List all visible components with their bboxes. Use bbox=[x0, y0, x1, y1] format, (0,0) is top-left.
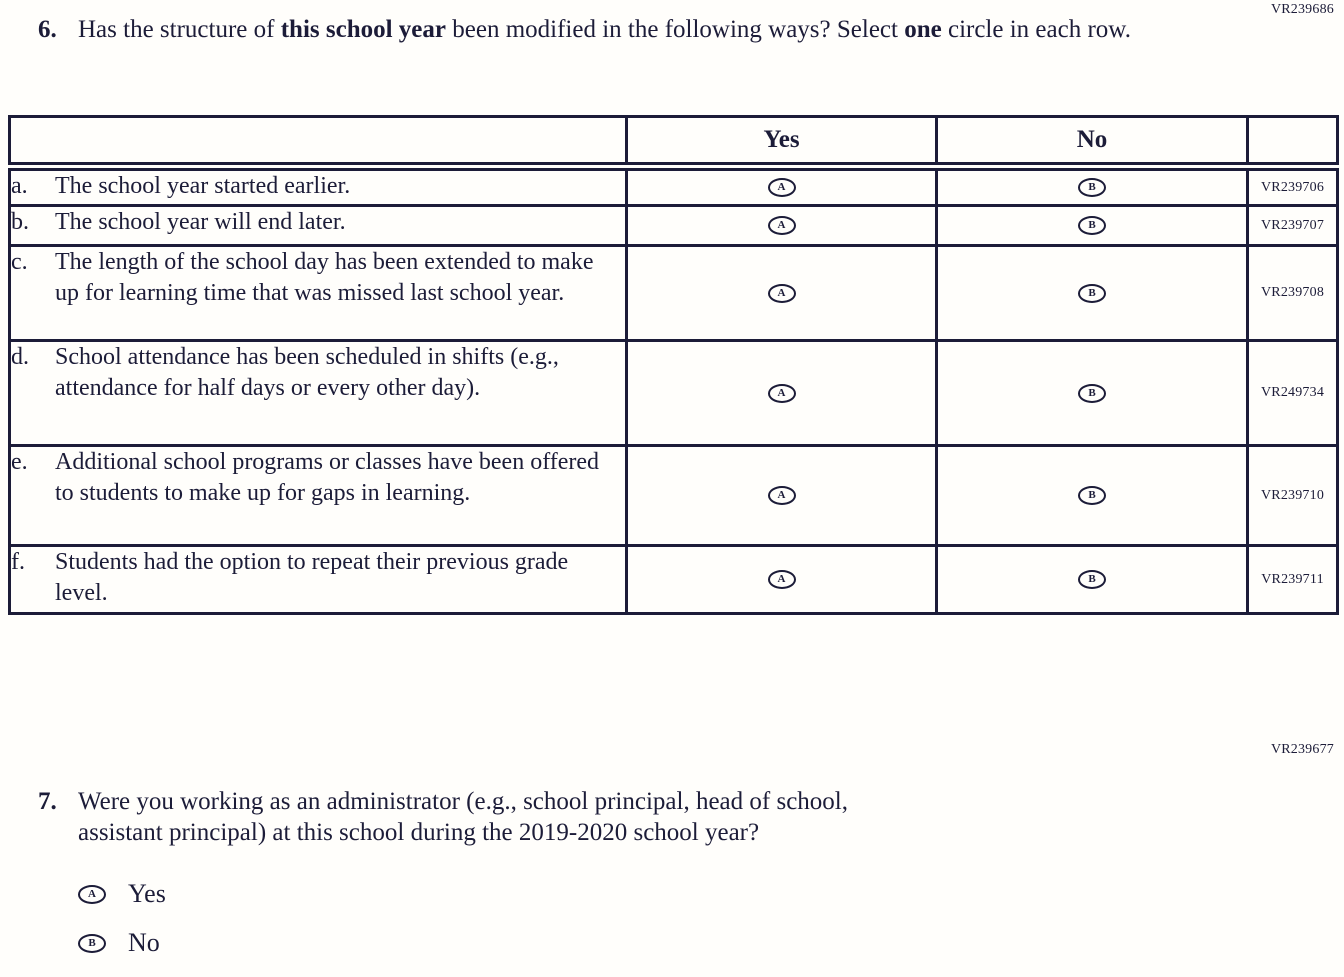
no-option-bubble[interactable]: B bbox=[1078, 283, 1106, 303]
no-option-cell: B bbox=[935, 339, 1249, 447]
question-6-text: Has the structure of this school year be… bbox=[78, 14, 1198, 45]
yes-option-bubble[interactable]: A bbox=[767, 570, 796, 589]
row-statement-text: The length of the school day has been ex… bbox=[55, 249, 594, 306]
yes-option-cell: A bbox=[625, 204, 938, 247]
no-option-bubble[interactable]: B bbox=[1078, 486, 1106, 505]
row-statement-cell: e. Additional school programs or classes … bbox=[8, 444, 628, 547]
yes-option-cell: A bbox=[625, 544, 938, 615]
row-statement-text: The school year will end later. bbox=[55, 209, 346, 235]
row-statement-text: Students had the option to repeat their … bbox=[55, 549, 569, 606]
row-letter: a. bbox=[11, 173, 28, 199]
q7-variable-code: VR239677 bbox=[1270, 742, 1334, 757]
row-statement-cell: f. Students had the option to repeat thei… bbox=[8, 544, 628, 615]
yes-option-bubble[interactable]: A bbox=[767, 178, 796, 197]
modification-table: Yes No a. The school year started earlier… bbox=[8, 115, 1339, 615]
yes-option-bubble[interactable]: A bbox=[767, 383, 796, 403]
statement-column-header bbox=[8, 115, 628, 171]
no-option-cell: B bbox=[935, 204, 1249, 247]
q7-option-label: No bbox=[128, 928, 160, 957]
no-option-bubble[interactable]: B bbox=[1078, 178, 1106, 197]
yes-option-bubble[interactable]: A bbox=[767, 216, 796, 235]
row-statement-cell: c. The length of the school day has been … bbox=[8, 244, 628, 342]
row-variable-code: VR239710 bbox=[1246, 444, 1339, 547]
q7-option-bubble-no[interactable]: B bbox=[78, 933, 106, 953]
yes-option-cell: A bbox=[625, 244, 938, 342]
modification-table-body: a. The school year started earlier. A B VR23… bbox=[8, 165, 1339, 615]
no-option-cell: B bbox=[935, 165, 1249, 207]
q6-text-mid: been modified in the following ways? Sel… bbox=[446, 16, 905, 43]
q7-option-yes: A Yes bbox=[78, 878, 166, 910]
table-row-c: c. The length of the school day has been … bbox=[8, 244, 1339, 342]
table-row-b: b. The school year will end later. A B VR239… bbox=[8, 204, 1339, 247]
table-row-d: d. School attendance has been scheduled i… bbox=[8, 339, 1339, 447]
row-letter: e. bbox=[11, 449, 28, 475]
no-column-header: No bbox=[935, 115, 1249, 171]
no-option-cell: B bbox=[935, 444, 1249, 547]
q6-variable-code: VR239686 bbox=[1270, 2, 1334, 17]
row-variable-code: VR239706 bbox=[1246, 165, 1339, 207]
row-statement-cell: b. The school year will end later. bbox=[8, 204, 628, 247]
q6-text-bold-this-school-year: this school year bbox=[280, 16, 446, 43]
no-option-bubble[interactable]: B bbox=[1078, 216, 1106, 235]
row-variable-code: VR239707 bbox=[1246, 204, 1339, 247]
q7-option-no: B No bbox=[78, 927, 166, 959]
no-option-cell: B bbox=[935, 244, 1249, 342]
yes-option-cell: A bbox=[625, 165, 938, 207]
q7-text-line1: Were you working as an administrator (e.… bbox=[78, 788, 848, 815]
q7-options: A Yes B No bbox=[78, 878, 166, 976]
table-row-e: e. Additional school programs or classes … bbox=[8, 444, 1339, 547]
row-variable-code: VR239711 bbox=[1246, 544, 1339, 615]
yes-option-bubble[interactable]: A bbox=[767, 486, 796, 505]
table-row-a: a. The school year started earlier. A B VR23… bbox=[8, 165, 1339, 207]
question-6-number: 6. bbox=[38, 16, 57, 43]
q6-text-pre: Has the structure of bbox=[78, 16, 281, 43]
row-variable-code: VR249734 bbox=[1246, 339, 1339, 447]
row-variable-code: VR239708 bbox=[1246, 244, 1339, 342]
row-letter: f. bbox=[11, 549, 25, 575]
row-statement-text: School attendance has been scheduled in … bbox=[55, 344, 559, 401]
q7-option-label: Yes bbox=[128, 879, 166, 908]
row-letter: d. bbox=[11, 344, 29, 370]
no-option-bubble[interactable]: B bbox=[1078, 383, 1106, 403]
question-7: 7. Were you working as an administrator … bbox=[38, 786, 1198, 848]
row-letter: b. bbox=[11, 209, 29, 235]
yes-column-header: Yes bbox=[625, 115, 938, 171]
question-7-text: Were you working as an administrator (e.… bbox=[78, 786, 1198, 848]
yes-option-cell: A bbox=[625, 339, 938, 447]
row-letter: c. bbox=[11, 249, 28, 275]
row-statement-cell: a. The school year started earlier. bbox=[8, 165, 628, 207]
q7-text-line2: assistant principal) at this school duri… bbox=[78, 819, 760, 846]
no-option-cell: B bbox=[935, 544, 1249, 615]
yes-option-cell: A bbox=[625, 444, 938, 547]
q7-option-bubble-yes[interactable]: A bbox=[78, 884, 106, 904]
no-option-bubble[interactable]: B bbox=[1078, 570, 1106, 589]
row-statement-text: Additional school programs or classes ha… bbox=[55, 449, 600, 506]
q6-text-bold-one: one bbox=[904, 16, 942, 43]
yes-option-bubble[interactable]: A bbox=[767, 283, 796, 303]
table-header-row: Yes No bbox=[8, 115, 1339, 171]
q6-text-line2: circle in each row. bbox=[941, 16, 1131, 43]
question-6: 6. Has the structure of this school year… bbox=[38, 14, 1198, 45]
question-7-number: 7. bbox=[38, 788, 57, 815]
row-statement-cell: d. School attendance has been scheduled i… bbox=[8, 339, 628, 447]
code-column-header bbox=[1246, 115, 1339, 171]
row-statement-text: The school year started earlier. bbox=[55, 173, 351, 199]
table-row-f: f. Students had the option to repeat thei… bbox=[8, 544, 1339, 615]
